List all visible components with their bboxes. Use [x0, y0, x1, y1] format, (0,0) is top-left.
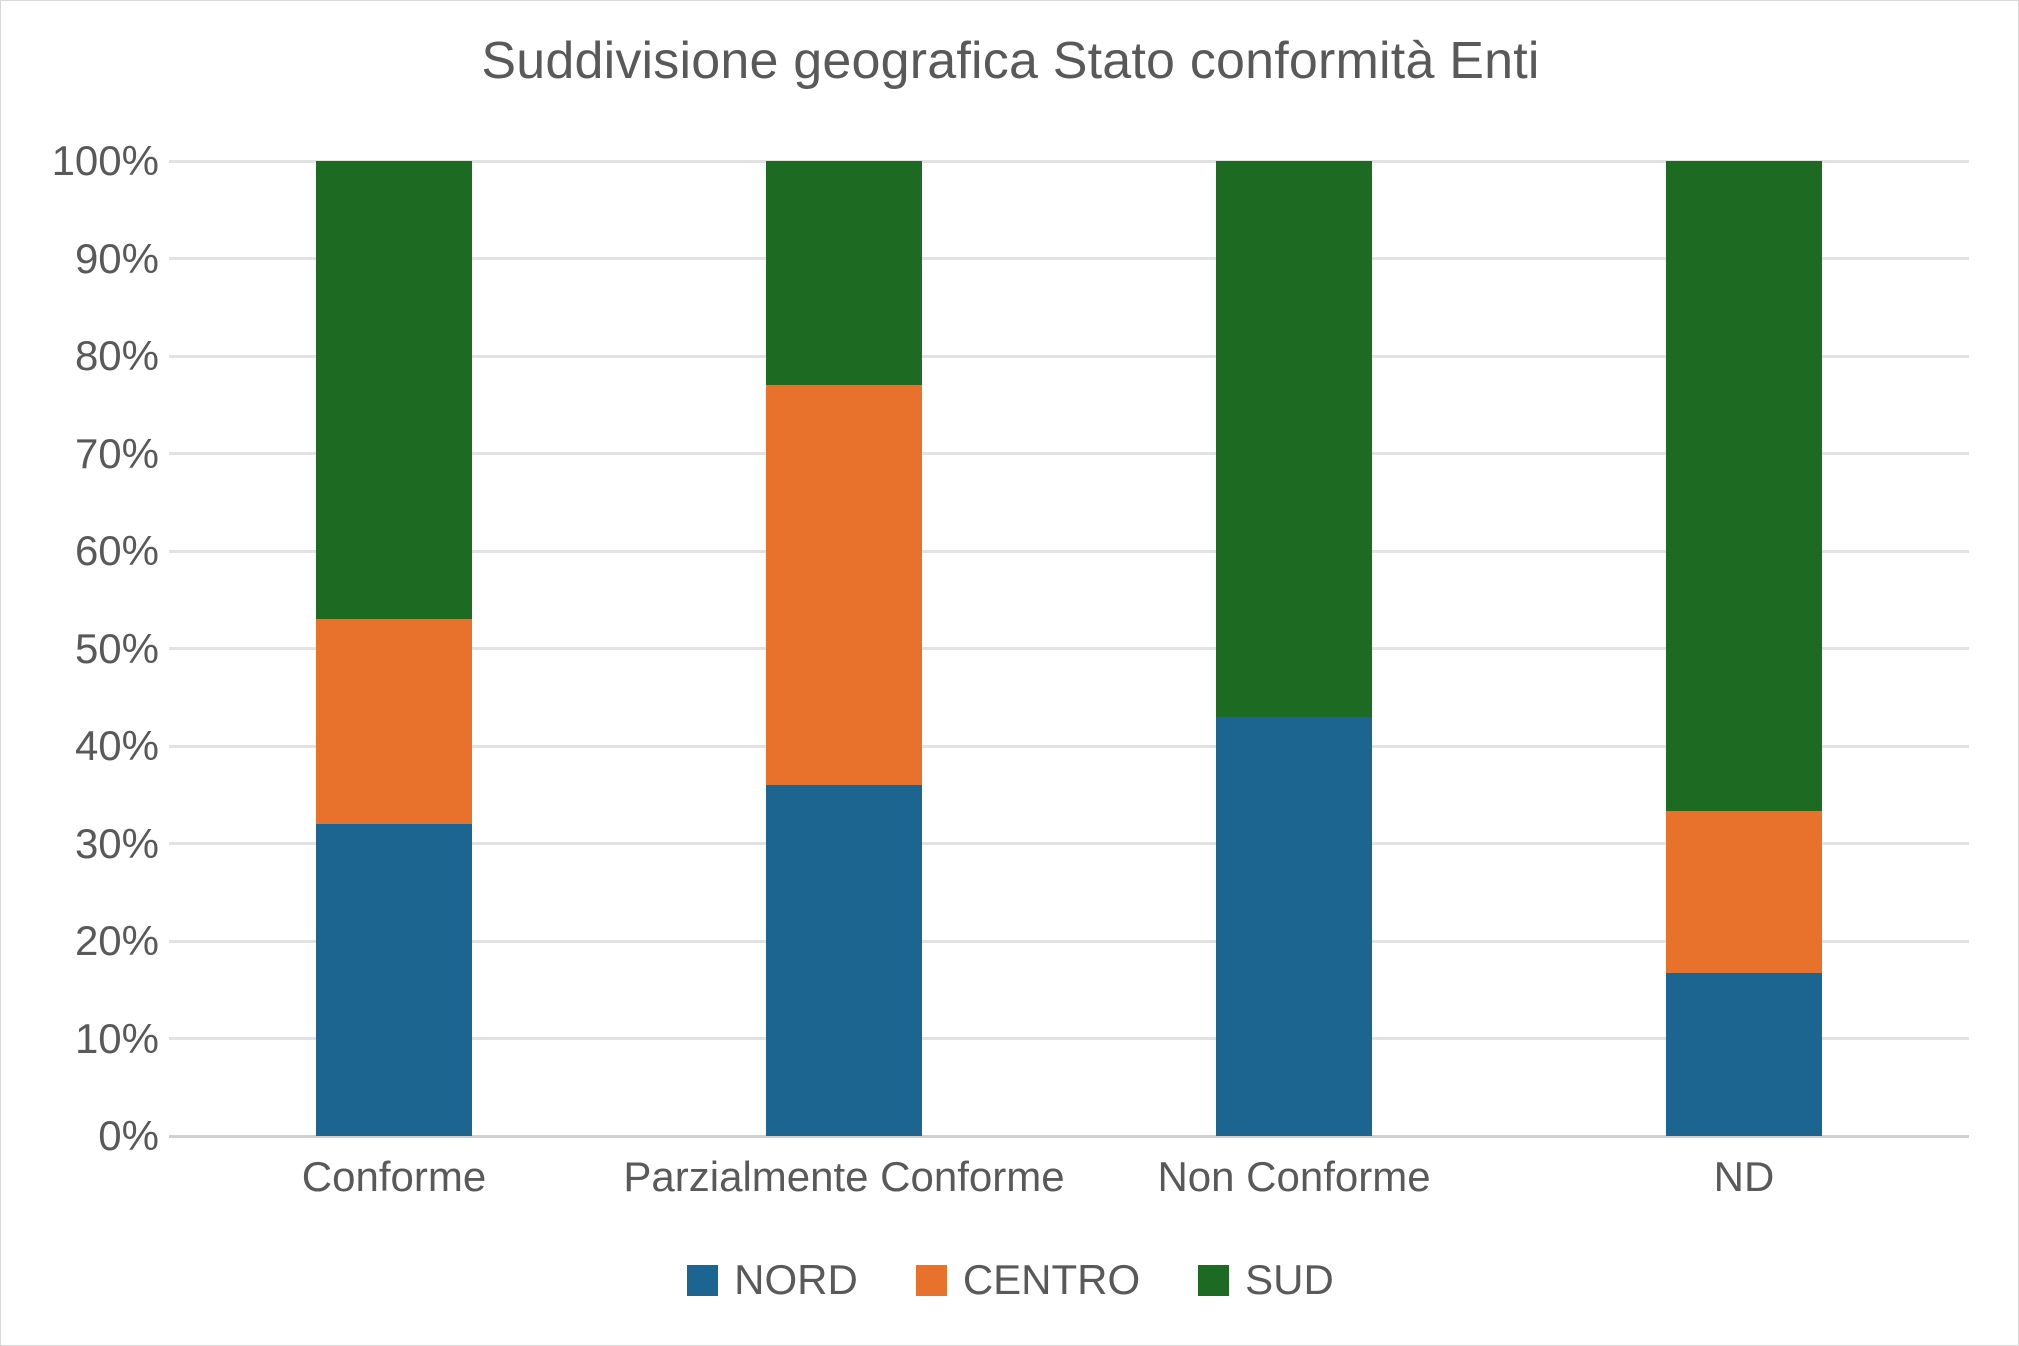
- gridline: [169, 354, 1969, 358]
- x-tick-label: Conforme: [301, 1153, 487, 1200]
- bar-group[interactable]: [766, 161, 922, 1136]
- bar-segment-nord[interactable]: [1666, 973, 1822, 1136]
- y-tick-label: 100%: [51, 137, 159, 184]
- chart-title: Suddivisione geografica Stato conformità…: [481, 32, 1540, 90]
- legend-swatch-icon: [915, 1264, 947, 1296]
- legend-label: CENTRO: [962, 1256, 1141, 1303]
- gridline: [169, 647, 1969, 650]
- bar-segment-centro[interactable]: [316, 619, 472, 824]
- y-tick-label: 30%: [74, 819, 159, 867]
- y-tick-label: 70%: [74, 429, 159, 477]
- y-tick-label: 80%: [74, 332, 159, 379]
- gridline: [169, 452, 1969, 455]
- bar-stack: [1666, 161, 1822, 1136]
- x-axis: Conforme Parzialmente Conforme Non Conform…: [169, 1153, 1969, 1213]
- bar-group[interactable]: [316, 161, 472, 1136]
- y-tick-label: 0%: [98, 1112, 159, 1159]
- legend-label: NORD: [734, 1256, 858, 1303]
- y-tick-label: 60%: [74, 527, 159, 574]
- y-tick-label: 90%: [74, 234, 159, 282]
- y-tick-label: 20%: [74, 917, 159, 964]
- y-tick-label: 50%: [74, 624, 159, 672]
- gridline: [169, 1037, 1969, 1040]
- y-tick-label: 10%: [74, 1014, 159, 1062]
- legend-swatch-icon: [687, 1264, 719, 1296]
- gridline: [169, 549, 1969, 553]
- bar-segment-sud[interactable]: [1216, 161, 1372, 717]
- legend-swatch-icon: [1198, 1264, 1230, 1296]
- bar-group[interactable]: [1666, 161, 1822, 1136]
- gridline: [169, 257, 1969, 260]
- gridline: [169, 159, 1969, 163]
- gridline: [169, 1134, 1969, 1138]
- x-tick-label: Parzialmente Conforme: [623, 1153, 1065, 1200]
- bar-segment-centro[interactable]: [1666, 811, 1822, 974]
- x-tick-label: Non Conforme: [1157, 1153, 1431, 1200]
- y-tick-label: 40%: [74, 722, 159, 769]
- bar-segment-sud[interactable]: [1666, 161, 1822, 812]
- bars-layer: [169, 161, 1969, 1136]
- plot-area-gridlines: [169, 159, 1969, 1138]
- bar-stack: [766, 161, 922, 1136]
- legend-item-sud[interactable]: SUD: [1198, 1256, 1334, 1304]
- chart-legend: NORD CENTRO SUD: [1, 1256, 2018, 1304]
- bar-stack: [316, 161, 472, 1136]
- bar-segment-sud[interactable]: [766, 161, 922, 386]
- x-tick-label: ND: [1713, 1153, 1775, 1200]
- gridline: [169, 842, 1969, 845]
- bar-segment-nord[interactable]: [316, 824, 472, 1136]
- legend-item-centro[interactable]: CENTRO: [915, 1256, 1141, 1304]
- legend-label: SUD: [1245, 1256, 1334, 1303]
- bar-group[interactable]: [1216, 161, 1372, 1136]
- bar-segment-centro[interactable]: [766, 385, 922, 785]
- gridline: [169, 939, 1969, 943]
- y-axis: 0% 10% 20% 30% 40% 50% 60% 70% 80% 90% 100%: [9, 137, 159, 1159]
- bar-segment-nord[interactable]: [766, 785, 922, 1136]
- bar-stack: [1216, 161, 1372, 1136]
- gridline: [169, 744, 1969, 748]
- legend-item-nord[interactable]: NORD: [687, 1256, 858, 1304]
- bar-segment-nord[interactable]: [1216, 716, 1372, 1136]
- bar-segment-sud[interactable]: [316, 161, 472, 620]
